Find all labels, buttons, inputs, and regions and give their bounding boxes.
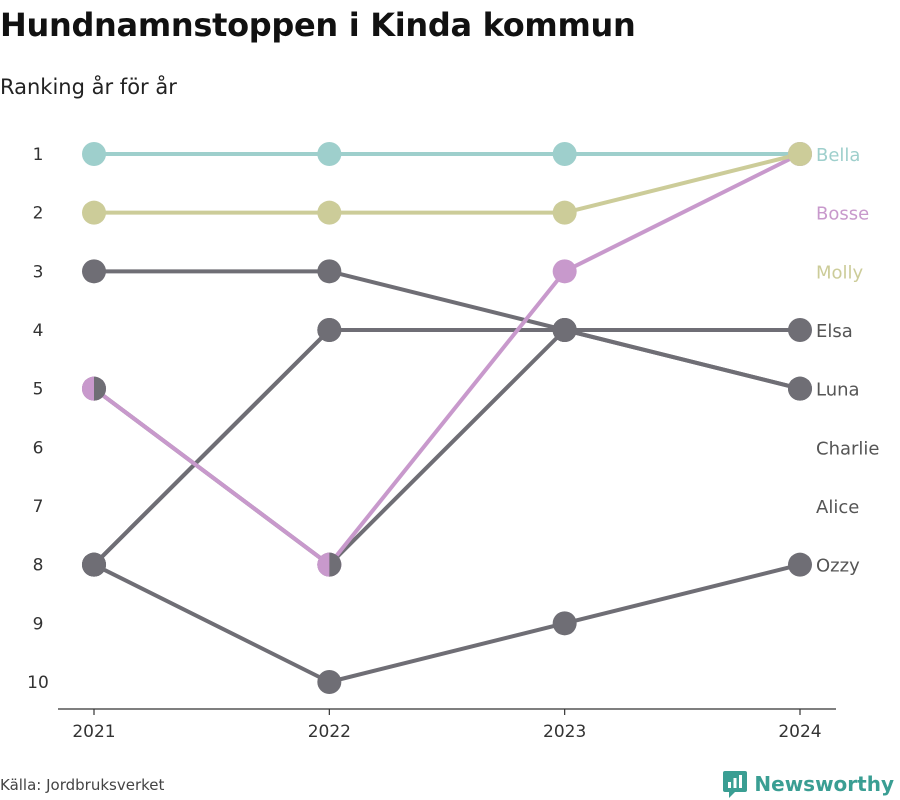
y-tick-label: 10 [27, 673, 49, 693]
data-point-molly [82, 200, 106, 225]
x-tick-label: 2021 [72, 722, 115, 742]
chart-svg: 2021 2022 2023 2024 1 2 3 4 5 6 7 8 9 10 Bella Bosse Mo… [27, 142, 879, 742]
data-point-molly [788, 142, 812, 166]
chart-subtitle: Ranking år för år [0, 75, 177, 99]
series-label-charlie: Charlie [816, 438, 879, 459]
series-label-bosse: Bosse [816, 204, 869, 225]
overlap-point [82, 376, 107, 401]
x-tick-label: 2023 [543, 722, 586, 742]
y-tick-label: 5 [33, 380, 44, 400]
brand-logo[interactable]: Newsworthy [722, 770, 894, 798]
newsworthy-logo-icon [723, 771, 748, 798]
data-point-ozzy [82, 552, 106, 577]
series-line-molly [94, 152, 801, 215]
series-points [82, 142, 812, 694]
y-tick-label: 7 [33, 497, 44, 517]
series-line-bosse [92, 152, 801, 567]
y-tick-label: 1 [33, 145, 44, 165]
data-point-ozzy [788, 552, 812, 577]
y-tick-label: 6 [33, 438, 44, 458]
y-tick-label: 2 [33, 204, 44, 224]
data-point-alice [317, 318, 342, 342]
series-label-luna: Luna [816, 380, 860, 401]
x-tick-label: 2022 [308, 722, 351, 742]
series-label-bella: Bella [816, 145, 860, 166]
data-point-bosse [552, 259, 577, 284]
axes: 2021 2022 2023 2024 1 2 3 4 5 6 7 8 9 10 [27, 145, 836, 742]
data-point-ozzy [552, 611, 577, 636]
data-point-luna [82, 259, 106, 284]
data-point-charlie [788, 376, 812, 401]
series-label-alice: Alice [816, 497, 859, 518]
y-tick-label: 8 [33, 556, 44, 576]
data-point-elsa [788, 318, 812, 342]
series-line-ozzy [93, 562, 801, 684]
overlap-point [317, 552, 342, 577]
y-tick-label: 3 [33, 262, 44, 282]
data-point-ozzy [317, 670, 342, 694]
data-point-molly [317, 200, 342, 225]
series-label-ozzy: Ozzy [816, 556, 860, 577]
data-point-molly [552, 200, 577, 225]
series-label-elsa: Elsa [816, 321, 853, 342]
brand-name: Newsworthy [754, 772, 894, 796]
series-label-molly: Molly [816, 262, 864, 283]
data-point-bella [552, 142, 577, 166]
y-tick-label: 4 [33, 321, 44, 341]
series-line-charlie [92, 328, 801, 567]
data-point-bella [317, 142, 342, 166]
series-labels: Bella Bosse Molly Elsa Luna Charlie Alice Ozzy [816, 145, 879, 577]
y-tick-label: 9 [33, 614, 44, 634]
x-tick-label: 2024 [778, 722, 821, 742]
series-lines [92, 152, 801, 684]
source-note: Källa: Jordbruksverket [0, 776, 165, 794]
data-point-charlie [552, 318, 577, 342]
data-point-luna [317, 259, 342, 284]
series-line-alice [92, 328, 331, 567]
data-point-bella [82, 142, 106, 166]
chart-title: Hundnamnstoppen i Kinda kommun [0, 6, 636, 44]
